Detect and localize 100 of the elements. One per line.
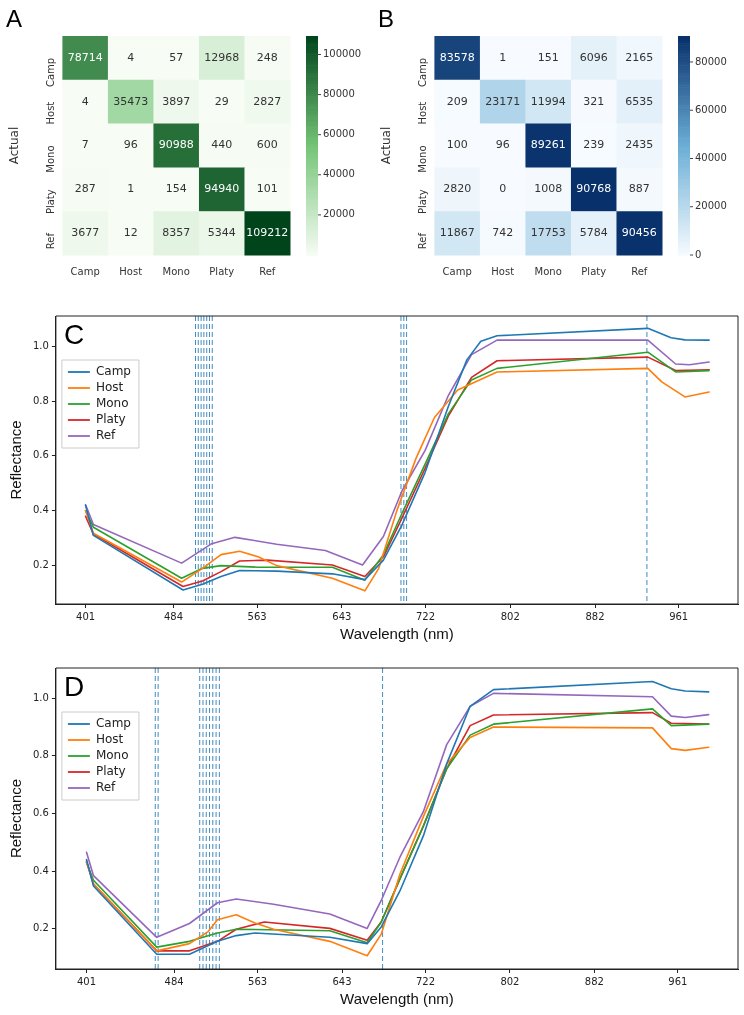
data-label: 23171 (485, 94, 521, 108)
data-label: 12968 (204, 50, 240, 64)
y-axis-title: Actual (7, 126, 22, 165)
data-label: 2820 (443, 182, 472, 196)
data-label: 0 (499, 182, 507, 196)
data-label: 248 (256, 50, 278, 64)
y-tick-label: Host (416, 101, 428, 125)
legend-label: Platy (95, 412, 126, 427)
y-tick-label: 1.0 (33, 691, 49, 703)
x-tick-label: 722 (416, 610, 436, 622)
color-bar-label: 20000 (695, 200, 727, 212)
data-label: 90456 (621, 225, 657, 239)
x-tick-label: 401 (76, 610, 96, 622)
data-label: 209 (446, 94, 468, 108)
x-tick-label: 722 (415, 975, 436, 987)
y-tick-label: Ref (416, 232, 428, 250)
x-tick-label: 961 (668, 975, 688, 987)
data-label: 83578 (439, 50, 475, 64)
x-tick-label: Platy (209, 265, 235, 277)
data-label: 239 (583, 138, 605, 152)
x-axis-title: Wavelength (nm) (340, 625, 454, 643)
color-bar-label: 40000 (323, 168, 355, 180)
data-label: 109212 (246, 225, 289, 239)
x-tick-label: 563 (248, 975, 268, 987)
data-label: 440 (211, 138, 233, 152)
data-label: 1008 (534, 182, 563, 196)
data-label: 7 (81, 138, 89, 152)
x-tick-label: 484 (163, 610, 184, 622)
legend-label: Host (95, 380, 124, 395)
data-label: 90768 (576, 182, 612, 196)
x-tick-label: Platy (581, 265, 607, 277)
x-tick-label: Mono (534, 265, 562, 277)
data-label: 887 (628, 182, 650, 196)
chart-title: D (63, 670, 85, 702)
x-tick-label: 802 (500, 975, 520, 987)
data-label: 2827 (253, 94, 282, 108)
data-label: 96 (123, 138, 138, 152)
x-tick-label: Camp (442, 265, 472, 277)
y-tick-label: Platy (44, 189, 56, 215)
x-tick-label: 802 (500, 610, 520, 622)
data-label: 2165 (625, 50, 654, 64)
x-tick-label: Host (491, 265, 515, 277)
color-bar-label: 60000 (695, 103, 727, 115)
legend-label: Camp (95, 716, 131, 731)
y-tick-label: 0.8 (33, 749, 49, 761)
legend-label: Platy (95, 764, 126, 779)
data-label: 742 (492, 225, 514, 239)
y-tick-label: 0.4 (33, 864, 49, 876)
data-label: 3897 (162, 94, 191, 108)
y-tick-label: Camp (416, 57, 428, 88)
legend-label: Mono (95, 396, 129, 411)
data-label: 1 (499, 50, 507, 64)
data-label: 5784 (579, 225, 608, 239)
x-tick-label: 484 (164, 975, 184, 987)
data-label: 5344 (207, 225, 236, 239)
legend-label: Ref (95, 780, 117, 795)
chart-title: B (378, 4, 395, 32)
data-label: 101 (256, 182, 278, 196)
data-label: 8357 (162, 225, 191, 239)
x-tick-label: 882 (584, 975, 604, 987)
data-label: 2435 (625, 138, 654, 152)
legend-label: Mono (95, 748, 129, 763)
color-bar-label: 60000 (323, 128, 355, 140)
legend-label: Camp (95, 364, 131, 379)
color-bar-label: 80000 (323, 88, 355, 100)
chart-title: C (63, 318, 85, 350)
y-tick-label: 0.6 (33, 449, 49, 461)
x-tick-label: Host (119, 265, 143, 277)
data-label: 78714 (67, 50, 103, 64)
x-tick-label: Ref (631, 265, 648, 277)
data-label: 151 (537, 50, 559, 64)
y-tick-label: Host (44, 101, 56, 125)
data-label: 57 (169, 50, 184, 64)
y-tick-label: Mono (416, 145, 428, 173)
y-axis-title: Reflectance (7, 420, 25, 500)
data-label: 4 (81, 94, 89, 108)
data-label: 287 (74, 182, 96, 196)
y-tick-label: Platy (416, 189, 428, 215)
x-axis-title: Wavelength (nm) (340, 990, 454, 1008)
color-bar-label: 100000 (323, 48, 362, 60)
data-label: 154 (165, 182, 187, 196)
data-label: 6096 (579, 50, 608, 64)
data-label: 17753 (530, 225, 566, 239)
data-label: 321 (583, 94, 605, 108)
y-tick-label: 0.2 (33, 559, 49, 571)
x-tick-label: 563 (247, 610, 267, 622)
color-bar-label: 0 (695, 248, 702, 260)
legend-label: Ref (95, 428, 117, 443)
y-tick-label: 0.4 (33, 504, 49, 516)
data-label: 6535 (625, 94, 654, 108)
x-tick-label: 961 (669, 610, 689, 622)
x-tick-label: 401 (76, 975, 97, 987)
data-label: 89261 (530, 138, 566, 152)
data-label: 12 (123, 225, 138, 239)
x-tick-label: 643 (332, 975, 352, 987)
data-label: 3677 (71, 225, 100, 239)
color-bar-label: 20000 (323, 208, 355, 220)
data-label: 96 (495, 138, 510, 152)
y-axis-title: Reflectance (7, 778, 25, 859)
data-label: 29 (214, 94, 229, 108)
